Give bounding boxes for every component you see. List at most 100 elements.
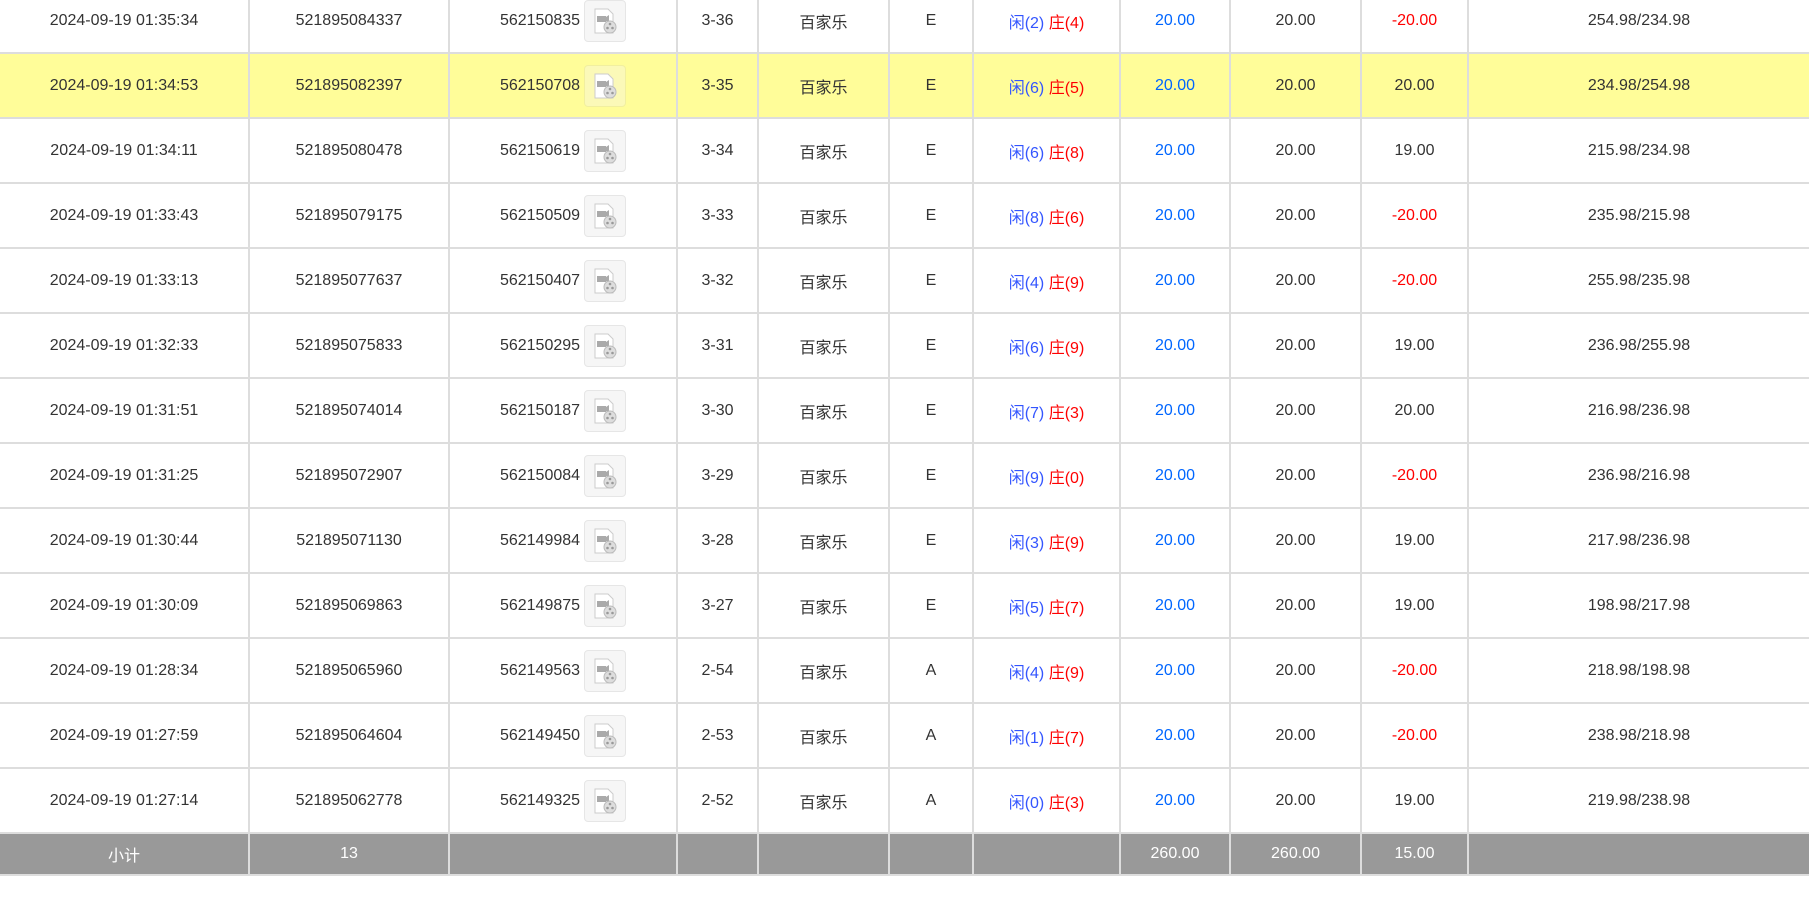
- order-number: 521895084337: [248, 0, 450, 54]
- subtotal-label: 小计: [0, 832, 250, 876]
- result-player: 闲(1): [1008, 729, 1045, 747]
- bet-time: 2024-09-19 01:27:59: [0, 702, 250, 769]
- table-row: 2024-09-19 01:31:25 521895072907 5621500…: [0, 442, 1809, 509]
- round-number-cell: 562150708: [448, 52, 678, 119]
- table-name: E: [888, 572, 974, 639]
- shoe-number: 3-33: [676, 182, 759, 249]
- round-number: 562149984: [499, 531, 581, 549]
- result-player: 闲(6): [1008, 144, 1045, 162]
- bet-time: 2024-09-19 01:33:13: [0, 247, 250, 314]
- balance: 216.98/236.98: [1467, 377, 1809, 444]
- bet-amount: 20.00: [1119, 767, 1231, 834]
- win-loss: 19.00: [1360, 572, 1469, 639]
- subtotal-valid: 260.00: [1229, 832, 1362, 876]
- bet-time: 2024-09-19 01:28:34: [0, 637, 250, 704]
- result-banker: 庄(4): [1048, 14, 1085, 32]
- balance: 254.98/234.98: [1467, 0, 1809, 54]
- table-name: A: [888, 767, 974, 834]
- bet-time: 2024-09-19 01:31:51: [0, 377, 250, 444]
- round-number-cell: 562150295: [448, 312, 678, 379]
- balance: 234.98/254.98: [1467, 52, 1809, 119]
- game-result: 闲(0) 庄(3): [972, 767, 1121, 834]
- bet-amount: 20.00: [1119, 702, 1231, 769]
- table-name: E: [888, 312, 974, 379]
- video-replay-icon[interactable]: [584, 779, 627, 822]
- win-loss: 20.00: [1360, 52, 1469, 119]
- video-replay-icon[interactable]: [584, 584, 627, 627]
- round-number: 562149563: [499, 661, 581, 679]
- video-replay-icon[interactable]: [584, 64, 627, 107]
- video-replay-icon[interactable]: [584, 259, 627, 302]
- bet-time: 2024-09-19 01:30:44: [0, 507, 250, 574]
- game-name: 百家乐: [757, 117, 890, 184]
- video-replay-icon[interactable]: [584, 714, 627, 757]
- table-name: E: [888, 182, 974, 249]
- table-row: 2024-09-19 01:35:34 521895084337 5621508…: [0, 0, 1809, 54]
- result-banker: 庄(8): [1048, 144, 1085, 162]
- result-player: 闲(4): [1008, 274, 1045, 292]
- video-replay-icon[interactable]: [584, 0, 627, 42]
- game-result: 闲(2) 庄(4): [972, 0, 1121, 54]
- order-number: 521895075833: [248, 312, 450, 379]
- shoe-number: 3-30: [676, 377, 759, 444]
- bet-amount: 20.00: [1119, 117, 1231, 184]
- bet-amount: 20.00: [1119, 442, 1231, 509]
- valid-amount: 20.00: [1229, 637, 1362, 704]
- valid-amount: 20.00: [1229, 182, 1362, 249]
- game-result: 闲(6) 庄(5): [972, 52, 1121, 119]
- result-banker: 庄(9): [1048, 664, 1085, 682]
- valid-amount: 20.00: [1229, 442, 1362, 509]
- order-number: 521895069863: [248, 572, 450, 639]
- result-banker: 庄(3): [1048, 794, 1085, 812]
- game-name: 百家乐: [757, 507, 890, 574]
- video-replay-icon[interactable]: [584, 649, 627, 692]
- bet-amount: 20.00: [1119, 0, 1231, 54]
- win-loss: 19.00: [1360, 312, 1469, 379]
- order-number: 521895080478: [248, 117, 450, 184]
- video-replay-icon[interactable]: [584, 194, 627, 237]
- video-replay-icon[interactable]: [584, 129, 627, 172]
- video-replay-icon[interactable]: [584, 324, 627, 367]
- game-result: 闲(4) 庄(9): [972, 247, 1121, 314]
- bet-amount: 20.00: [1119, 507, 1231, 574]
- video-replay-icon[interactable]: [584, 519, 627, 562]
- balance: 198.98/217.98: [1467, 572, 1809, 639]
- table-name: E: [888, 442, 974, 509]
- balance: 218.98/198.98: [1467, 637, 1809, 704]
- bet-time: 2024-09-19 01:34:53: [0, 52, 250, 119]
- video-replay-icon[interactable]: [584, 454, 627, 497]
- round-number: 562150295: [499, 336, 581, 354]
- result-player: 闲(6): [1008, 79, 1045, 97]
- game-name: 百家乐: [757, 702, 890, 769]
- valid-amount: 20.00: [1229, 312, 1362, 379]
- order-number: 521895079175: [248, 182, 450, 249]
- shoe-number: 3-36: [676, 0, 759, 54]
- round-number: 562150407: [499, 271, 581, 289]
- win-loss: -20.00: [1360, 247, 1469, 314]
- order-number: 521895082397: [248, 52, 450, 119]
- result-banker: 庄(5): [1048, 79, 1085, 97]
- shoe-number: 3-34: [676, 117, 759, 184]
- game-result: 闲(7) 庄(3): [972, 377, 1121, 444]
- valid-amount: 20.00: [1229, 767, 1362, 834]
- shoe-number: 3-27: [676, 572, 759, 639]
- bet-amount: 20.00: [1119, 182, 1231, 249]
- balance: 215.98/234.98: [1467, 117, 1809, 184]
- table-row: 2024-09-19 01:33:13 521895077637 5621504…: [0, 247, 1809, 314]
- round-number-cell: 562149450: [448, 702, 678, 769]
- round-number-cell: 562149325: [448, 767, 678, 834]
- game-name: 百家乐: [757, 377, 890, 444]
- balance: 217.98/236.98: [1467, 507, 1809, 574]
- game-name: 百家乐: [757, 182, 890, 249]
- bet-amount: 20.00: [1119, 377, 1231, 444]
- table-name: E: [888, 0, 974, 54]
- video-replay-icon[interactable]: [584, 389, 627, 432]
- valid-amount: 20.00: [1229, 52, 1362, 119]
- table-row: 2024-09-19 01:30:09 521895069863 5621498…: [0, 572, 1809, 639]
- result-banker: 庄(3): [1048, 404, 1085, 422]
- game-result: 闲(4) 庄(9): [972, 637, 1121, 704]
- subtotal-count: 13: [248, 832, 450, 876]
- subtotal-bet: 260.00: [1119, 832, 1231, 876]
- round-number: 562150835: [499, 11, 581, 29]
- bet-amount: 20.00: [1119, 312, 1231, 379]
